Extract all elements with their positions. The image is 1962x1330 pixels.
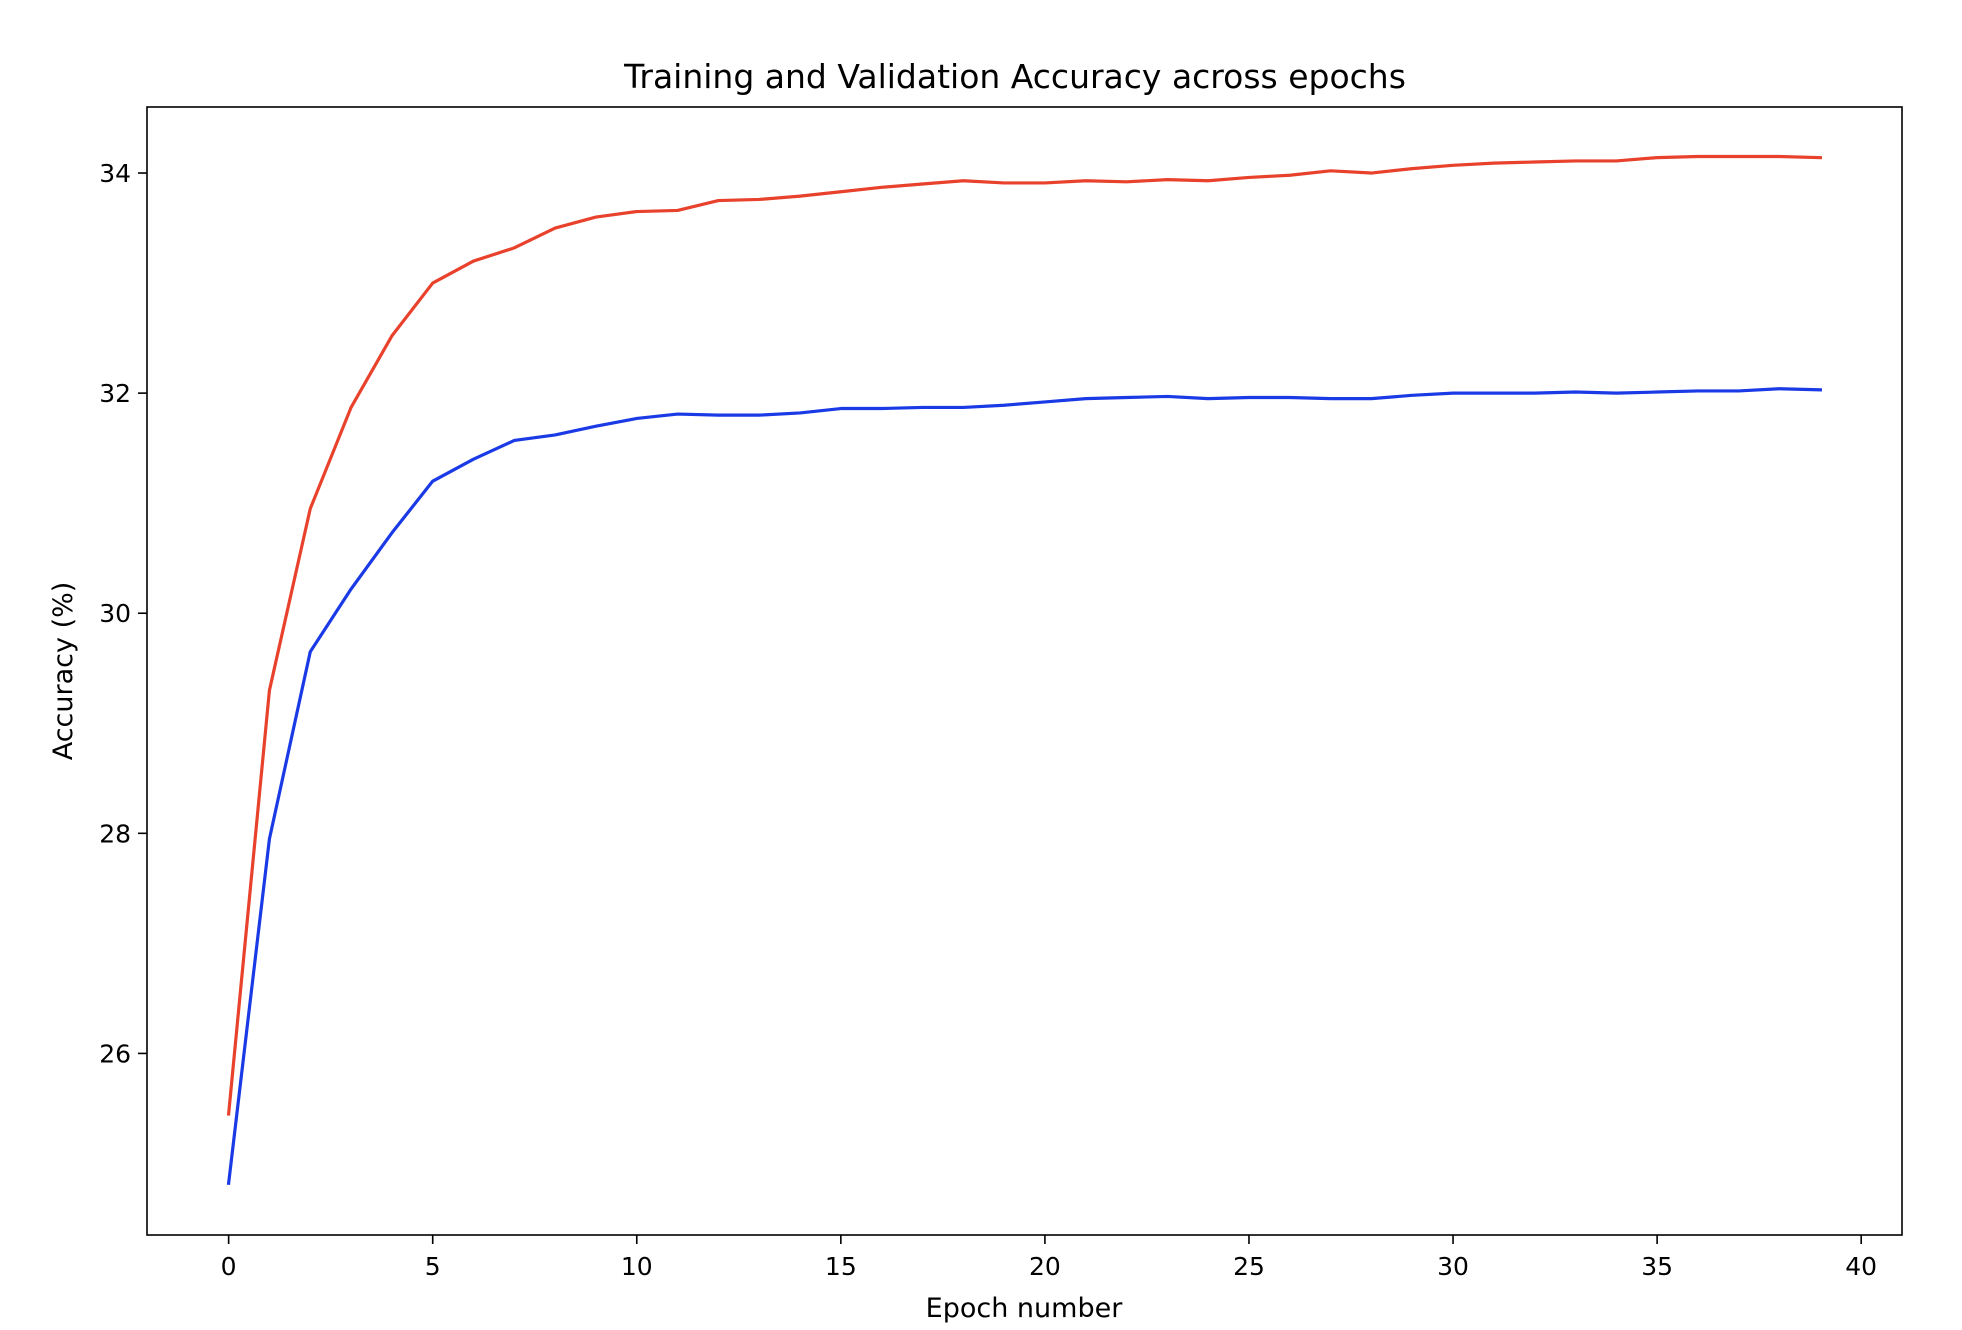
y-tick-label: 28: [99, 819, 131, 848]
x-tick-label: 30: [1437, 1252, 1469, 1281]
x-tick-label: 15: [825, 1252, 857, 1281]
x-tick-label: 35: [1641, 1252, 1673, 1281]
x-tick-label: 0: [221, 1252, 237, 1281]
x-axis-label: Epoch number: [926, 1293, 1124, 1324]
x-tick-label: 40: [1845, 1252, 1877, 1281]
y-tick-label: 32: [99, 379, 131, 408]
x-tick-label: 5: [425, 1252, 441, 1281]
y-tick-label: 26: [99, 1039, 131, 1068]
y-tick-label: 30: [99, 599, 131, 628]
y-axis-label: Accuracy (%): [48, 582, 79, 761]
series-line-2: [226, 387, 1823, 1186]
plot-frame: [146, 106, 1903, 1236]
series-line-1: [226, 154, 1823, 1116]
x-axis-ticks: 0 5 10 15 20 25 30 35 40: [221, 1235, 1877, 1281]
x-tick-label: 25: [1233, 1252, 1265, 1281]
x-tick-label: 20: [1029, 1252, 1061, 1281]
y-tick-label: 34: [99, 159, 131, 188]
plot-lines: [226, 154, 1823, 1186]
y-axis-ticks: 26 28 30 32 34: [99, 159, 147, 1068]
chart-title: Training and Validation Accuracy across …: [623, 57, 1406, 96]
x-tick-label: 10: [621, 1252, 653, 1281]
